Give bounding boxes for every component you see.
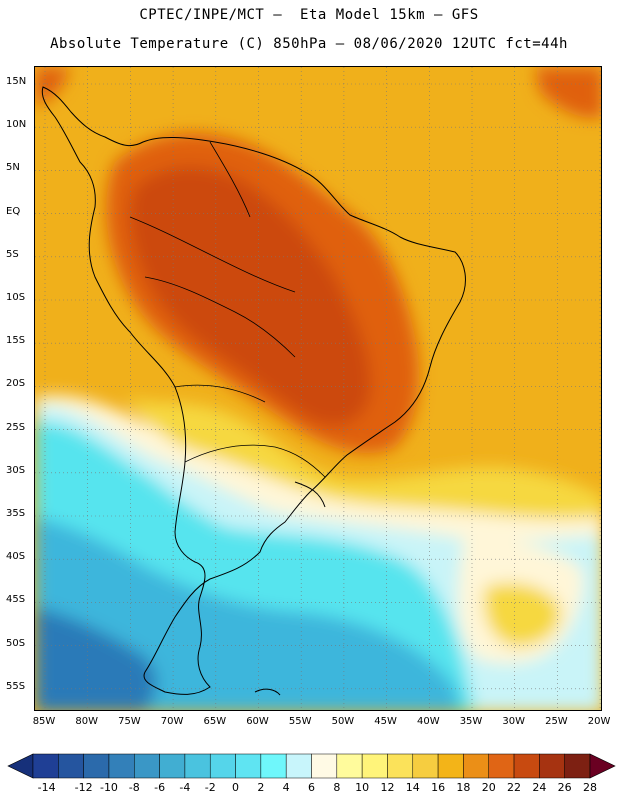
colorbar-cell: [134, 753, 160, 779]
colorbar-tick-label: 2: [257, 781, 265, 794]
colorbar-cell: [488, 753, 515, 779]
longitude-tick-label: 20W: [587, 716, 611, 727]
latitude-tick-label: 35S: [6, 508, 26, 519]
longitude-tick-label: 85W: [32, 716, 56, 727]
colorbar-tick-label: -6: [154, 781, 166, 794]
colorbar-cell: [285, 753, 312, 779]
latitude-tick-label: 25S: [6, 421, 26, 433]
country-borders: [129, 141, 326, 478]
colorbar-cell: [209, 753, 236, 779]
longitude-tick-label: 30W: [502, 716, 525, 727]
colorbar-tick-label: 18: [456, 781, 471, 794]
colorbar-cell: [437, 753, 464, 779]
latitude-tick-label: 20S: [6, 378, 26, 390]
colorbar-tick-label: -12: [74, 781, 93, 794]
colorbar-cell: [260, 753, 287, 779]
colorbar-cell: [361, 753, 388, 779]
color-scale-bar: [7, 753, 616, 779]
colorbar-cell: [235, 753, 262, 779]
colorbar-tick-label: 8: [333, 781, 341, 794]
latitude-tick-label: 45S: [6, 594, 26, 606]
longitude-tick-label: 60W: [246, 716, 269, 727]
longitude-tick-label: 75W: [118, 716, 141, 727]
colorbar-tick-label: 28: [583, 781, 597, 794]
colorbar-tick-label: 4: [282, 781, 290, 794]
field-deep-blue: [35, 607, 157, 710]
colorbar-tick-label: -10: [99, 781, 118, 794]
colorbar-tick-label: 6: [308, 781, 315, 794]
colorbar-tick-label: 20: [481, 781, 496, 794]
colorbar-cell: [184, 753, 211, 779]
latitude-tick-label: 10S: [6, 292, 26, 303]
field-hotter: [129, 166, 371, 426]
colorbar-tick-label: 24: [532, 781, 547, 794]
longitude-tick-label: 55W: [288, 716, 312, 727]
longitude-tick-label: 70W: [160, 716, 184, 727]
colorbar-tick-label: -4: [179, 781, 191, 794]
chart-subtitle: Absolute Temperature (C) 850hPa – 08/06/…: [50, 36, 568, 52]
longitude-tick-label: 25W: [545, 716, 568, 727]
latitude-tick-label: 5S: [6, 248, 19, 260]
colorbar-cell: [58, 753, 84, 779]
colorbar-cell: [513, 753, 540, 779]
colorbar-cell: [32, 753, 59, 779]
latitude-tick-label: 50S: [6, 637, 26, 649]
colorbar-cell: [108, 753, 135, 779]
colorbar-tick-label: 14: [405, 781, 420, 794]
latitude-tick-label: 15N: [6, 76, 27, 87]
chart-title: CPTEC/INPE/MCT – Eta Model 15km – GFS: [139, 7, 479, 23]
longitude-tick-label: 50W: [331, 716, 355, 727]
colorbar-tick-label: -2: [204, 781, 216, 794]
colorbar-tick-label: 0: [232, 781, 240, 794]
colorbar-tick-label: 26: [557, 781, 572, 794]
colorbar-tick-label: 16: [431, 781, 446, 794]
colorbar-tick-label: -14: [37, 781, 56, 794]
latitude-tick-label: 15S: [6, 335, 26, 347]
latitude-tick-label: EQ: [6, 205, 21, 217]
colorbar-cell: [311, 753, 338, 779]
colorbar-tick-label: 22: [507, 781, 522, 794]
longitude-tick-label: 35W: [459, 716, 483, 727]
colorbar-tick-label: 10: [355, 781, 370, 794]
latitude-tick-label: 10N: [6, 119, 27, 131]
longitude-tick-label: 45W: [374, 716, 397, 727]
colorbar-left-arrow: [7, 753, 34, 779]
colorbar-cell: [83, 753, 110, 779]
colorbar-right-arrow: [589, 753, 616, 779]
field-warm: [125, 397, 601, 520]
latitude-tick-label: 5N: [6, 162, 20, 174]
longitude-tick-label: 40W: [416, 716, 440, 727]
temperature-map: [34, 66, 602, 711]
colorbar-cell: [463, 753, 489, 779]
graticule: [35, 67, 601, 710]
latitude-tick-label: 30S: [6, 464, 26, 476]
longitude-tick-label: 65W: [203, 716, 227, 727]
longitude-tick-label: 80W: [75, 716, 98, 727]
colorbar-cell: [387, 753, 414, 779]
field-warm-southeast: [484, 583, 561, 647]
colorbar-cell: [539, 753, 565, 779]
colorbar-cell: [336, 753, 363, 779]
map-canvas: [35, 67, 601, 710]
field-hot-northwest: [35, 67, 70, 107]
latitude-tick-label: 55S: [6, 680, 26, 692]
colorbar-cell: [412, 753, 439, 779]
coastline: [41, 86, 466, 696]
latitude-tick-label: 40S: [6, 551, 26, 563]
colorbar-cell: [159, 753, 186, 779]
field-hot-northeast: [535, 67, 601, 118]
colorbar-cell: [564, 753, 591, 779]
colorbar-tick-label: -8: [128, 781, 140, 794]
colorbar-tick-label: 12: [380, 781, 395, 794]
